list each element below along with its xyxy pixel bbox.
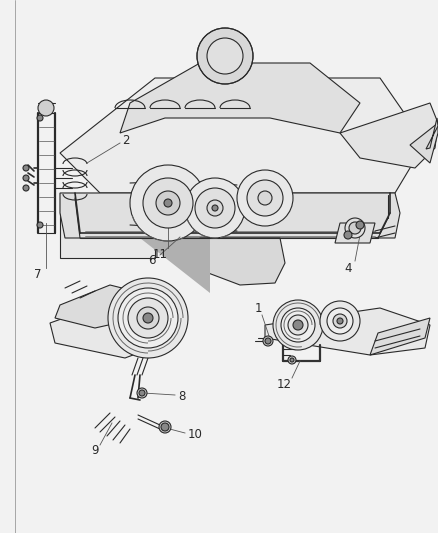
Text: 11: 11 [152,248,167,262]
Circle shape [185,178,245,238]
Polygon shape [335,223,375,243]
Circle shape [290,358,294,362]
Circle shape [195,188,235,228]
Circle shape [164,199,172,207]
Circle shape [345,218,365,238]
Circle shape [161,423,169,431]
Circle shape [23,185,29,191]
Circle shape [288,315,308,335]
Circle shape [118,288,178,348]
Polygon shape [410,123,438,163]
Text: 8: 8 [178,390,185,402]
Text: 7: 7 [34,269,42,281]
Circle shape [320,301,360,341]
Circle shape [263,336,273,346]
Circle shape [333,314,347,328]
Circle shape [293,320,303,330]
Circle shape [344,231,352,239]
Circle shape [273,300,323,350]
Circle shape [207,200,223,216]
Circle shape [265,338,271,344]
Polygon shape [426,118,438,149]
Circle shape [197,28,253,84]
Circle shape [356,221,364,229]
Circle shape [137,388,147,398]
Polygon shape [55,285,150,328]
Circle shape [37,115,43,121]
Circle shape [237,170,293,226]
Text: 4: 4 [344,262,352,274]
Circle shape [143,178,193,228]
Circle shape [128,298,168,338]
Text: 9: 9 [91,445,99,457]
Circle shape [23,175,29,181]
Circle shape [108,278,188,358]
Circle shape [281,308,315,342]
Circle shape [349,222,361,234]
Polygon shape [370,318,430,355]
Polygon shape [140,238,210,293]
Circle shape [207,38,243,74]
Polygon shape [265,308,430,355]
Circle shape [327,308,353,334]
Polygon shape [60,193,155,258]
Polygon shape [50,298,175,358]
Circle shape [156,191,180,215]
Circle shape [37,222,43,228]
Polygon shape [60,78,425,193]
Polygon shape [60,193,400,238]
Circle shape [159,421,171,433]
Circle shape [23,165,29,171]
Circle shape [143,313,153,323]
Circle shape [288,356,296,364]
Text: 10: 10 [188,429,203,441]
Circle shape [212,205,218,211]
Text: 12: 12 [276,378,292,392]
Polygon shape [195,238,285,285]
Circle shape [137,307,159,329]
Circle shape [337,318,343,324]
Polygon shape [340,103,438,168]
Circle shape [38,100,54,116]
Circle shape [139,390,145,396]
Circle shape [258,191,272,205]
Text: 2: 2 [122,134,130,148]
Text: 6: 6 [148,254,156,268]
Polygon shape [120,63,360,133]
Circle shape [247,180,283,216]
Circle shape [130,165,206,241]
Text: 1: 1 [254,303,262,316]
